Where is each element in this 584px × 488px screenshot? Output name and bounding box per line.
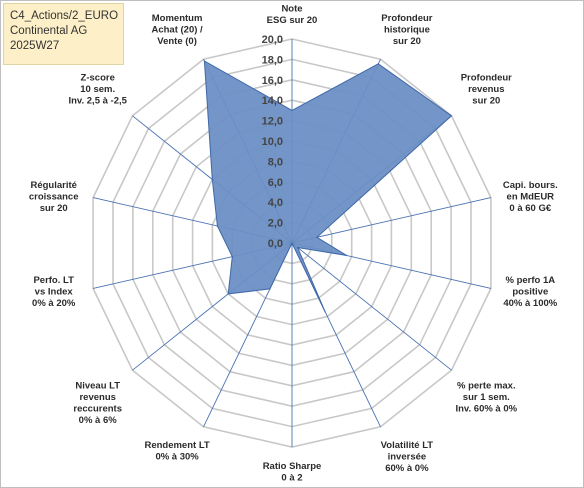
tick-label: 12,0 [262, 116, 283, 128]
axis-label: % perte max. sur 1 sem. Inv. 60% à 0% [455, 380, 517, 414]
axis-label-line: revenus [79, 392, 115, 403]
series-point [203, 60, 205, 62]
axis-spoke [291, 242, 452, 371]
tick-label: 14,0 [262, 95, 283, 107]
radar-series [203, 60, 453, 313]
series-area [203, 60, 453, 313]
series-point [346, 254, 348, 257]
series-point [377, 63, 379, 65]
header-category: C4_Actions/2_EURO [10, 10, 119, 22]
axis-label-line: 60% à 0% [385, 463, 429, 474]
axis-label-line: Inv. 2,5 à -2,5 [68, 96, 127, 107]
axis-label-line: 0 à 60 G€ [509, 203, 551, 214]
axis-label: Profondeur historique sur 20 [381, 13, 432, 47]
axis-label: Perfo. LT vs Index 0% à 20% [32, 275, 76, 309]
axis-label-line: Momentum [152, 13, 203, 24]
axis-label-line: ESG sur 20 [267, 15, 318, 26]
axis-label-line: 10 sem. [80, 84, 115, 95]
axis-label-line: Régularité [30, 180, 76, 191]
series-point [231, 256, 233, 258]
tick-label: 16,0 [262, 75, 283, 87]
axis-label: Z-score 10 sem. Inv. 2,5 à -2,5 [68, 73, 127, 107]
axis-label: Capi. bours. en MdEUR 0 à 60 G€ [503, 180, 558, 214]
axis-label: Momentum Achat (20) / Vente (0) [151, 13, 203, 47]
axis-label-line: revenus [468, 84, 504, 95]
axis-label-line: 0 à 2 [281, 473, 302, 484]
axis-label-line: 0% à 20% [32, 298, 76, 309]
axis-label-line: reccurents [73, 403, 122, 414]
axis-label: Volatilité LT inversée 60% à 0% [381, 440, 434, 474]
tick-label: 8,0 [268, 156, 283, 168]
axis-label-line: % perte max. [457, 380, 516, 391]
radar-tick-labels: 0,0 2,0 4,0 6,0 8,0 10,0 12,0 14,0 16,0 18,0 20,0 [262, 34, 283, 250]
chart-header-badge: C4_Actions/2_EURO Continental AG 2025W27 [3, 3, 124, 65]
axis-label-line: Profondeur [461, 73, 512, 84]
axis-label-line: Profondeur [381, 13, 432, 24]
axis-label-line: Note [281, 4, 302, 15]
tick-label: 0,0 [268, 238, 283, 250]
series-point [297, 246, 299, 249]
axis-label-line: vs Index [35, 287, 74, 298]
axis-label-line: sur 20 [393, 36, 421, 47]
axis-label: Niveau LT revenus reccurents 0% à 6% [73, 380, 122, 426]
axis-label-line: Achat (20) / [151, 25, 203, 36]
axis-label: Profondeur revenus sur 20 [461, 73, 512, 107]
radar-axis-labels: Note ESG sur 20 Profondeur historique sur 20… [29, 4, 558, 484]
axis-label: Ratio Sharpe 0 à 2 [263, 461, 322, 484]
axis-label-line: 40% à 100% [503, 298, 557, 309]
axis-label-line: historique [384, 25, 430, 36]
series-point [291, 242, 293, 244]
series-point [216, 225, 218, 227]
axis-label-line: Ratio Sharpe [263, 461, 322, 472]
tick-label: 4,0 [268, 197, 283, 209]
axis-label-line: Z-score [81, 73, 115, 84]
axis-label-line: Capi. bours. [503, 180, 558, 191]
axis-label-line: Vente (0) [157, 36, 197, 47]
axis-label-line: Niveau LT [75, 380, 120, 391]
series-point [324, 311, 326, 313]
axis-label-line: positive [512, 287, 548, 298]
tick-label: 18,0 [262, 54, 283, 66]
tick-label: 20,0 [262, 34, 283, 46]
axis-label-line: croissance [29, 191, 79, 202]
axis-label-line: inversée [388, 451, 427, 462]
axis-label-line: 0% à 30% [155, 451, 199, 462]
axis-spoke [291, 197, 492, 244]
tick-label: 2,0 [268, 218, 283, 230]
tick-label: 6,0 [268, 177, 283, 189]
series-point [269, 288, 271, 290]
axis-label-line: Perfo. LT [33, 275, 74, 286]
series-point [211, 178, 213, 180]
header-week: 2025W27 [10, 40, 60, 52]
axis-label: % perfo 1A positive 40% à 100% [503, 275, 557, 309]
axis-label-line: sur 20 [472, 96, 500, 107]
series-point [227, 293, 229, 295]
axis-label-line: en MdEUR [507, 191, 555, 202]
series-point [291, 109, 293, 111]
series-point [316, 236, 318, 238]
axis-label-line: sur 1 sem. [463, 392, 510, 403]
axis-label-line: % perfo 1A [505, 275, 555, 286]
axis-label: Note ESG sur 20 [267, 4, 318, 27]
axis-label-line: 0% à 6% [79, 415, 118, 426]
axis-label-line: Inv. 60% à 0% [455, 403, 517, 414]
axis-label: Régularité croissance sur 20 [29, 180, 79, 214]
tick-label: 10,0 [262, 136, 283, 148]
series-point [450, 115, 453, 117]
axis-label: Rendement LT 0% à 30% [144, 440, 209, 463]
axis-label-line: Volatilité LT [381, 440, 434, 451]
axis-label-line: sur 20 [40, 203, 68, 214]
axis-label-line: Rendement LT [144, 440, 209, 451]
header-company: Continental AG [10, 25, 88, 37]
